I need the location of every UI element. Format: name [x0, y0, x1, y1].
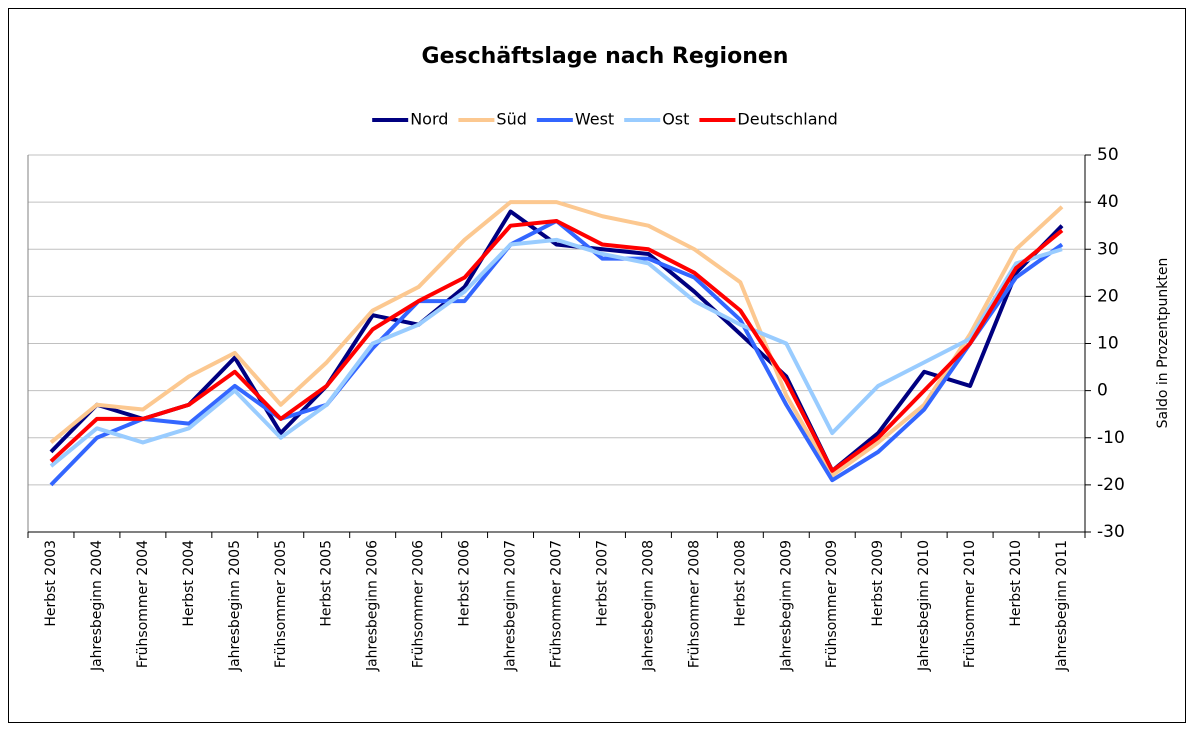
y-tick-label: 50 [1097, 145, 1119, 165]
x-tick-label: Frühsommer 2004 [135, 540, 151, 668]
y-tick-label: 40 [1097, 192, 1119, 212]
x-tick-label: Frühsommer 2005 [273, 540, 289, 668]
x-tick-label: Herbst 2008 [732, 540, 748, 627]
chart-title: Geschäftslage nach Regionen [422, 44, 789, 69]
legend-label: Deutschland [737, 110, 837, 129]
legend: Nord Süd West Ost Deutschland [372, 110, 838, 129]
legend-label: Süd [496, 110, 526, 129]
x-tick-label: Jahresbeginn 2005 [227, 540, 243, 672]
chart-border [8, 8, 1186, 723]
x-tick-label: Herbst 2005 [319, 540, 335, 627]
x-tick-label: Jahresbeginn 2010 [916, 540, 932, 672]
x-tick-label: Jahresbeginn 2004 [89, 540, 105, 672]
x-tick-label: Jahresbeginn 2011 [1054, 540, 1070, 672]
x-tick-label: Jahresbeginn 2009 [778, 540, 794, 672]
y-tick-label: 20 [1097, 286, 1119, 306]
series-line [49, 237, 1063, 468]
x-tick-label: Frühsommer 2008 [686, 540, 702, 668]
x-tick-label: Herbst 2003 [43, 540, 59, 627]
x-tick-label: Frühsommer 2009 [824, 540, 840, 668]
legend-label: Ost [662, 110, 689, 129]
x-tick-label: Jahresbeginn 2006 [365, 540, 381, 672]
x-tick-label: Herbst 2004 [181, 540, 197, 627]
y-axis-label: Saldo in Prozentpunkten [1155, 258, 1171, 429]
y-tick-label: -10 [1097, 428, 1125, 448]
legend-label: Nord [410, 110, 448, 129]
y-tick-label: 10 [1097, 334, 1119, 354]
x-tick-label: Herbst 2006 [457, 540, 473, 627]
x-tick-label: Herbst 2009 [870, 540, 886, 627]
x-tick-label: Frühsommer 2006 [411, 540, 427, 668]
x-tick-label: Herbst 2007 [594, 540, 610, 627]
x-tick-label: Jahresbeginn 2008 [640, 540, 656, 672]
x-tick-label: Frühsommer 2010 [962, 540, 978, 668]
series-line [49, 209, 1064, 473]
y-tick-label: -20 [1097, 475, 1125, 495]
legend-label: West [575, 110, 614, 129]
x-tick-label: Jahresbeginn 2007 [503, 540, 519, 672]
x-tick-label: Frühsommer 2007 [549, 540, 565, 668]
y-tick-label: 30 [1097, 239, 1119, 259]
x-tick-label: Herbst 2010 [1008, 540, 1024, 627]
y-tick-label: 0 [1097, 381, 1108, 401]
y-tick-label: -30 [1097, 522, 1125, 542]
series-line [49, 218, 1064, 473]
series-line [49, 200, 1064, 478]
